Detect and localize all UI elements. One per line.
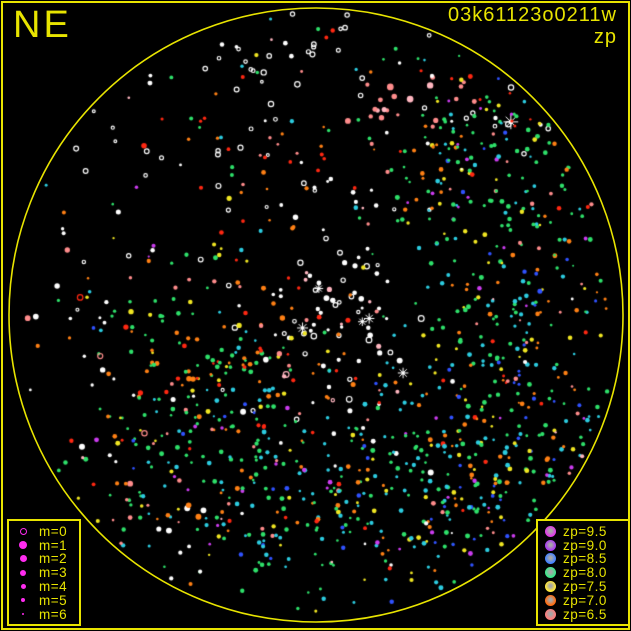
legend-m-row: m=6: [11, 606, 77, 622]
zeropoint-dot-icon: [545, 594, 556, 606]
magnitude-dot-icon: [11, 527, 35, 535]
legend-magnitude: m=0 m=1 m=2 m=3 m=4 m=5 m=6: [7, 519, 81, 626]
direction-label: NE: [13, 4, 72, 46]
zeropoint-dot-icon: [545, 525, 556, 537]
legend-zp-label: zp=9.5: [563, 523, 607, 539]
magnitude-dot-icon: [11, 612, 35, 616]
legend-m-label: m=1: [39, 537, 68, 553]
magnitude-dot-icon: [11, 584, 35, 589]
zeropoint-dot-icon: [545, 539, 556, 551]
legend-zp-label: zp=7.0: [563, 592, 607, 608]
legend-zp-row: zp=8.5: [541, 551, 626, 567]
mode-label: zp: [593, 26, 617, 48]
legend-zp-label: zp=9.0: [563, 537, 607, 553]
legend-zeropoint-rows: zp=9.5 zp=9.0 zp=8.5 zp=8.0 zp=7.5 zp=7.0 zp=6…: [541, 523, 626, 622]
legend-zp-label: zp=7.5: [563, 579, 607, 595]
legend-zp-row: zp=9.0: [541, 537, 626, 553]
legend-m-label: m=5: [39, 592, 68, 608]
zeropoint-dot-icon: [545, 608, 556, 620]
legend-m-row: m=5: [11, 592, 77, 608]
legend-m-label: m=4: [39, 579, 68, 595]
legend-m-label: m=6: [39, 606, 68, 622]
legend-zp-row: zp=6.5: [541, 606, 626, 622]
plate-id-label: 03k61123o0211w: [448, 4, 617, 26]
legend-m-row: m=2: [11, 551, 77, 567]
legend-zp-row: zp=7.5: [541, 579, 626, 595]
magnitude-dot-icon: [11, 598, 35, 603]
legend-zp-row: zp=9.5: [541, 523, 626, 539]
legend-m-row: m=0: [11, 523, 77, 539]
legend-zp-row: zp=7.0: [541, 592, 626, 608]
legend-zeropoint: zp=9.5 zp=9.0 zp=8.5 zp=8.0 zp=7.5 zp=7.0 zp=6…: [536, 519, 630, 626]
legend-m-label: m=2: [39, 551, 68, 567]
legend-m-row: m=4: [11, 579, 77, 595]
legend-zp-label: zp=6.5: [563, 606, 607, 622]
legend-m-label: m=3: [39, 565, 68, 581]
magnitude-dot-icon: [11, 541, 35, 550]
magnitude-dot-icon: [11, 569, 35, 576]
legend-m-row: m=3: [11, 565, 77, 581]
legend-m-row: m=1: [11, 537, 77, 553]
legend-zp-row: zp=8.0: [541, 565, 626, 581]
sky-circle-outline: [8, 7, 624, 623]
zeropoint-dot-icon: [545, 581, 556, 592]
zeropoint-dot-icon: [545, 567, 556, 579]
magnitude-dot-icon: [11, 555, 35, 563]
legend-zp-label: zp=8.5: [563, 551, 607, 567]
plot-header: 03k61123o0211w zp: [448, 4, 617, 48]
legend-zp-label: zp=8.0: [563, 565, 607, 581]
legend-magnitude-rows: m=0 m=1 m=2 m=3 m=4 m=5 m=6: [11, 523, 77, 622]
legend-m-label: m=0: [39, 523, 68, 539]
zeropoint-dot-icon: [545, 553, 556, 565]
